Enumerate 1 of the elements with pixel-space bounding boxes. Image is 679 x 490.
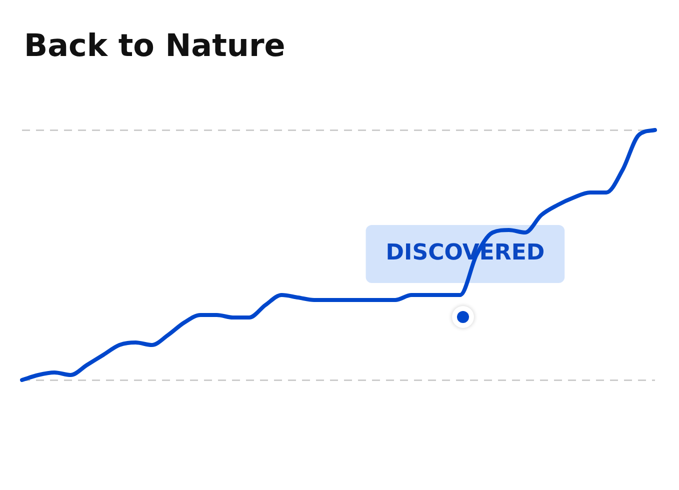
chart-title: Back to Nature bbox=[24, 28, 286, 64]
